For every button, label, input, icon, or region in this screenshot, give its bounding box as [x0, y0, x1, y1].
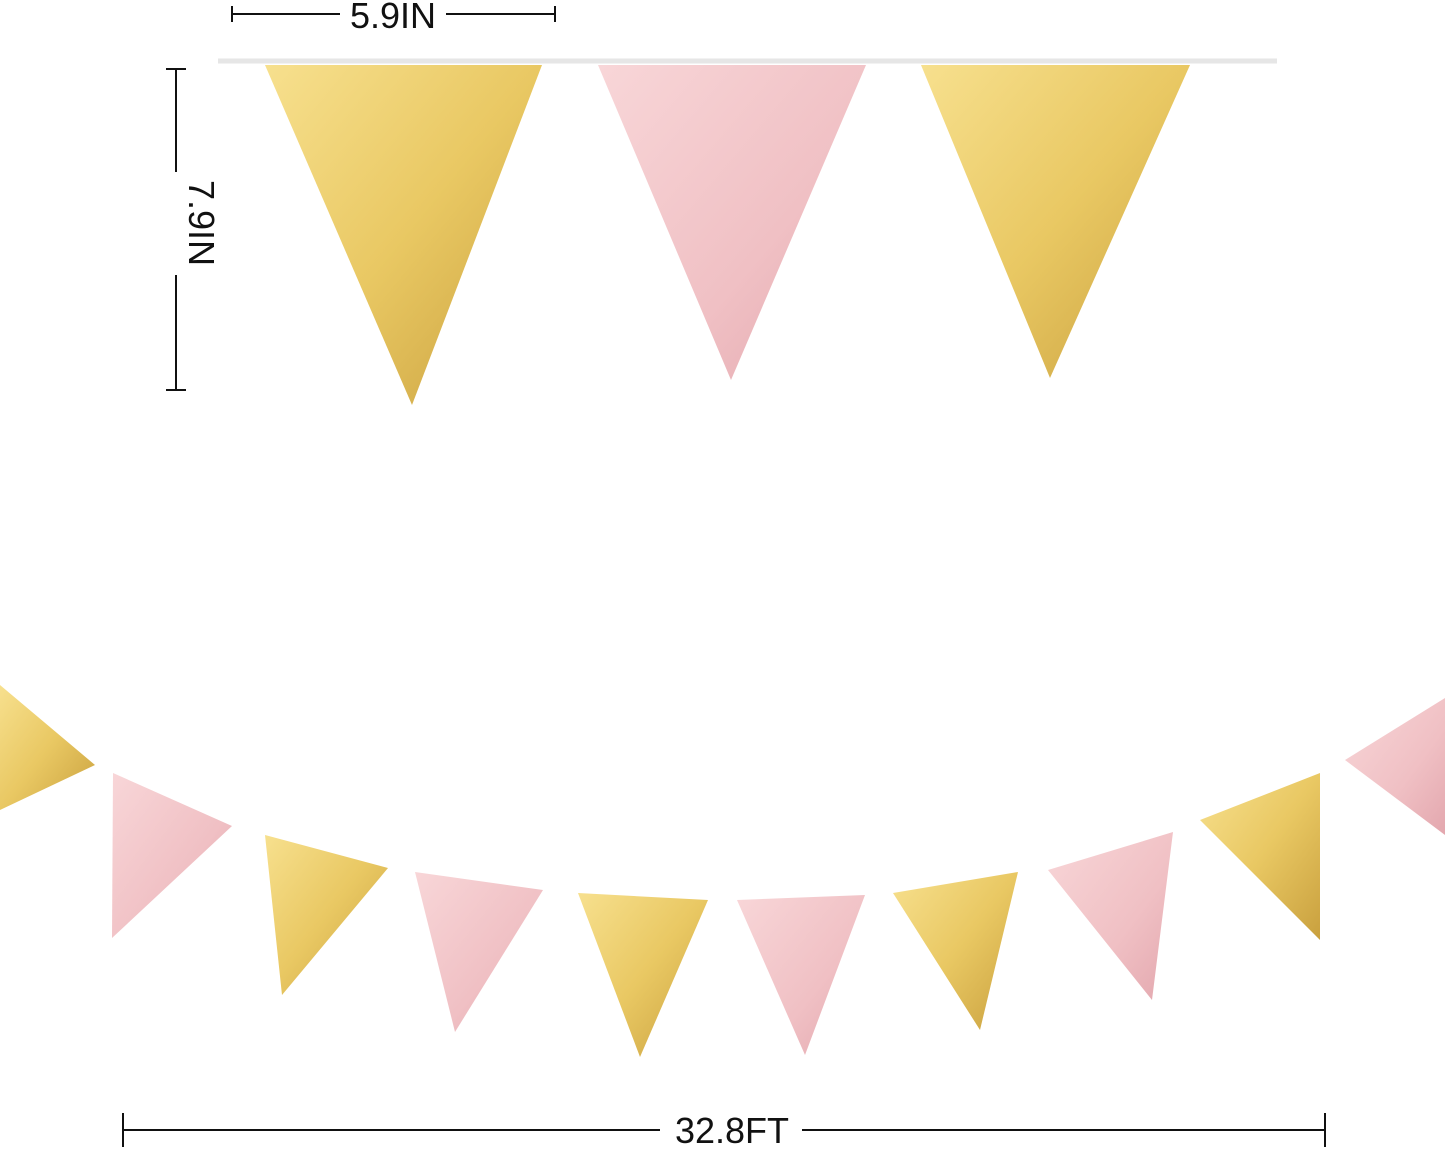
top-flags — [265, 65, 1190, 405]
gold-pennant-flag — [265, 65, 542, 405]
width-label: 5.9IN — [350, 0, 436, 36]
gold-pennant-flag — [1200, 773, 1320, 940]
height-dimension — [166, 68, 186, 391]
pink-pennant-flag — [598, 65, 866, 380]
pink-pennant-flag — [737, 895, 865, 1055]
length-dimension — [122, 1113, 1326, 1147]
pink-pennant-flag — [415, 872, 543, 1032]
gold-pennant-flag — [265, 835, 388, 995]
gold-pennant-flag — [578, 893, 708, 1057]
gold-pennant-flag — [893, 872, 1018, 1030]
pink-pennant-flag — [112, 773, 232, 938]
pink-pennant-flag — [1345, 698, 1445, 835]
width-dimension — [231, 6, 556, 22]
gold-pennant-flag — [921, 65, 1190, 378]
height-label: 7.9IN — [181, 180, 222, 266]
length-label: 32.8FT — [675, 1110, 789, 1151]
gold-pennant-flag — [0, 685, 95, 810]
bottom-flags — [0, 685, 1445, 1057]
pink-pennant-flag — [1048, 832, 1173, 1000]
